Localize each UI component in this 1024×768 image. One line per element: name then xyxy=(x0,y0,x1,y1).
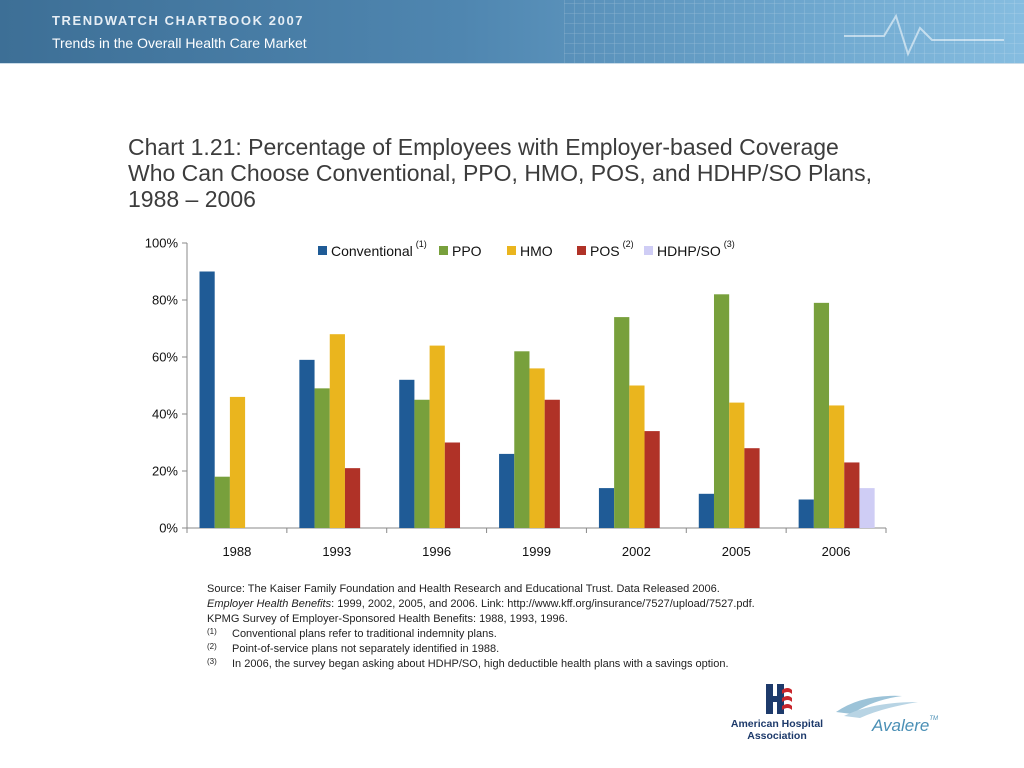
bar-pos xyxy=(844,462,860,528)
legend-footnote-mark: (3) xyxy=(724,239,735,249)
footnote: (3) In 2006, the survey began asking abou… xyxy=(207,657,967,672)
footnote-mark: (1) xyxy=(207,627,217,636)
bar-conventional xyxy=(499,453,515,528)
bar-conventional xyxy=(199,271,215,528)
legend-footnote-mark: (2) xyxy=(623,239,634,249)
y-tick-label: 80% xyxy=(152,293,178,308)
banner-divider xyxy=(0,63,1024,64)
aha-logo-line: Association xyxy=(747,730,807,742)
x-tick-label: 1996 xyxy=(422,544,451,559)
avalere-trademark: TM xyxy=(929,716,939,722)
header-banner: TRENDWATCH CHARTBOOK 2007 Trends in the … xyxy=(0,0,1024,64)
x-tick-label: 2006 xyxy=(822,544,851,559)
bar-hmo xyxy=(629,385,645,528)
footnote-text: In 2006, the survey began asking about H… xyxy=(232,658,729,670)
chart-title-line: 1988 – 2006 xyxy=(128,186,256,212)
footnote-mark: (3) xyxy=(207,657,217,666)
y-tick-label: 0% xyxy=(159,521,178,536)
bar-ppo xyxy=(614,317,630,528)
bar-ppo xyxy=(813,302,830,528)
source-line: Source: The Kaiser Family Foundation and… xyxy=(207,583,720,595)
aha-logo-text: American Hospital Association xyxy=(722,718,832,742)
x-tick-label: 1999 xyxy=(522,544,551,559)
banner-title: TRENDWATCH CHARTBOOK 2007 xyxy=(52,13,305,28)
footnote-text: Conventional plans refer to traditional … xyxy=(232,628,497,640)
y-tick-label: 100% xyxy=(145,236,179,251)
y-tick-label: 20% xyxy=(152,464,178,479)
bar-hmo xyxy=(829,405,845,528)
x-tick-label: 2005 xyxy=(722,544,751,559)
legend-swatch xyxy=(318,246,327,255)
bar-conventional xyxy=(798,499,814,528)
aha-logo-line: American Hospital xyxy=(730,718,824,730)
bar-pos xyxy=(344,468,361,528)
footnote-mark: (2) xyxy=(207,642,217,651)
legend-swatch xyxy=(439,246,448,255)
avalere-wings-icon xyxy=(836,695,918,718)
bar-conventional xyxy=(299,359,315,528)
legend-label: POS xyxy=(590,243,620,259)
y-tick-label: 40% xyxy=(152,407,178,422)
legend-swatch xyxy=(507,246,516,255)
source-notes: Source: The Kaiser Family Foundation and… xyxy=(207,582,967,672)
x-tick-label: 1988 xyxy=(222,544,251,559)
chart-title-line: Who Can Choose Conventional, PPO, HMO, P… xyxy=(128,160,872,186)
avalere-logo-text: AvalereTM xyxy=(872,716,938,736)
bar-conventional xyxy=(698,493,714,528)
chart-title: Chart 1.21: Percentage of Employees with… xyxy=(128,134,988,212)
bar-ppo xyxy=(414,399,430,528)
bar-hdhp-so xyxy=(859,488,875,528)
bar-ppo xyxy=(214,476,230,528)
legend-label: PPO xyxy=(452,243,482,259)
legend-label: HMO xyxy=(520,243,553,259)
bar-pos xyxy=(544,399,560,528)
bar-ppo xyxy=(713,294,730,528)
y-tick-label: 60% xyxy=(152,350,178,365)
bar-hmo xyxy=(729,402,745,528)
banner-subtitle: Trends in the Overall Health Care Market xyxy=(52,35,307,51)
source-publication-detail: : 1999, 2002, 2005, and 2006. Link: http… xyxy=(331,598,755,610)
source-line: Employer Health Benefits: 1999, 2002, 20… xyxy=(207,597,967,612)
bar-hmo xyxy=(529,368,545,528)
aha-h-flag-icon xyxy=(764,682,792,716)
footnote-text: Point-of-service plans not separately id… xyxy=(232,643,500,655)
legend-swatch xyxy=(644,246,653,255)
bar-hmo xyxy=(429,345,445,528)
bar-hmo xyxy=(229,396,246,528)
footnote: (1) Conventional plans refer to tradition… xyxy=(207,627,967,642)
bar-ppo xyxy=(314,388,330,528)
banner-grid-pattern xyxy=(564,0,1024,64)
legend-label: Conventional xyxy=(331,243,413,259)
bar-hmo xyxy=(329,334,345,528)
bar-ppo xyxy=(514,351,530,528)
bar-conventional xyxy=(598,488,615,528)
aha-logo: American Hospital Association xyxy=(722,682,832,748)
avalere-name: Avalere xyxy=(872,716,930,735)
x-tick-label: 1993 xyxy=(322,544,351,559)
bar-pos xyxy=(444,442,461,528)
bar-pos xyxy=(744,448,760,528)
source-line: KPMG Survey of Employer-Sponsored Health… xyxy=(207,613,568,625)
source-publication: Employer Health Benefits xyxy=(207,598,332,610)
footnote: (2) Point-of-service plans not separately… xyxy=(207,642,967,657)
legend-label: HDHP/SO xyxy=(657,243,721,259)
bar-pos xyxy=(644,431,660,528)
pulse-wave-icon xyxy=(844,13,1004,57)
x-tick-label: 2002 xyxy=(622,544,651,559)
avalere-logo: AvalereTM xyxy=(832,690,952,740)
legend-footnote-mark: (1) xyxy=(416,239,427,249)
bar-conventional xyxy=(399,379,415,528)
chart-title-line: Chart 1.21: Percentage of Employees with… xyxy=(128,134,839,160)
legend-swatch xyxy=(577,246,586,255)
